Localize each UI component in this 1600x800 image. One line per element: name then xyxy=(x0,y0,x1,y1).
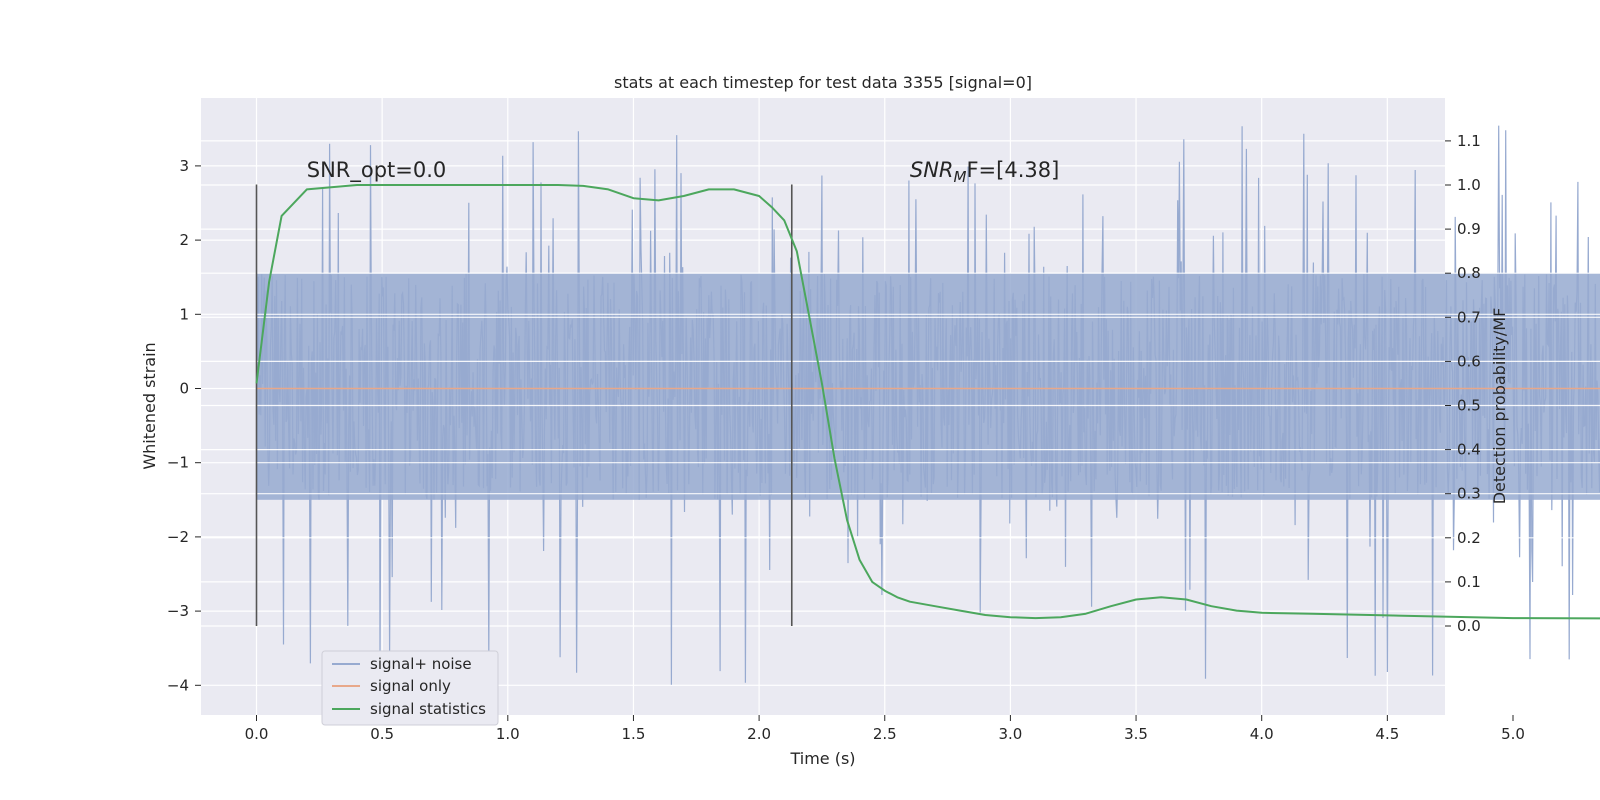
signal-noise-series xyxy=(255,125,1600,685)
y2-tick-label-2: 0.9 xyxy=(1457,220,1481,238)
legend: signal+ noise signal only signal statist… xyxy=(321,650,499,726)
y2-tick-label-5: 0.6 xyxy=(1457,352,1481,370)
x-tick-label-5: 2.5 xyxy=(873,725,897,743)
y2-tick-label-3: 0.8 xyxy=(1457,264,1481,282)
x-tick-label-0: 0.0 xyxy=(245,725,269,743)
y2-tick-label-1: 1.0 xyxy=(1457,176,1481,194)
signal-statistics-series xyxy=(255,184,1600,620)
chart-title: stats at each timestep for test data 335… xyxy=(614,73,1032,92)
x-tick-label-10: 5.0 xyxy=(1501,725,1525,743)
x-tick-label-2: 1.0 xyxy=(496,725,520,743)
y2-tick-label-0: 1.1 xyxy=(1457,132,1481,150)
y-tick-label-6: −3 xyxy=(167,602,189,620)
y2-tick-label-11: 0.0 xyxy=(1457,617,1481,635)
legend-label-signal-only: signal only xyxy=(370,677,451,695)
annotation-snr-mf-sub: M xyxy=(954,168,967,186)
x-tick-label-8: 4.0 xyxy=(1250,725,1274,743)
y2-tick-label-6: 0.5 xyxy=(1457,397,1481,415)
x-axis-ticks: 0.00.51.01.52.02.53.03.54.04.55.05.56.06… xyxy=(245,715,1525,743)
y-tick-label-4: −1 xyxy=(167,454,189,472)
x-tick-label-1: 0.5 xyxy=(370,725,394,743)
legend-label-signal-statistics: signal statistics xyxy=(370,700,486,718)
annotation-snr-mf: SNRMF=[4.38] xyxy=(910,158,1059,186)
signal-only-series xyxy=(256,272,1600,539)
legend-label-signal-noise: signal+ noise xyxy=(370,655,472,673)
annotation-snr-mf-base: SNR xyxy=(910,158,954,182)
y2-tick-label-7: 0.4 xyxy=(1457,441,1481,459)
annotation-snr-opt: SNR_opt=0.0 xyxy=(307,158,447,183)
legend-box xyxy=(321,650,499,726)
x-tick-label-4: 2.0 xyxy=(747,725,771,743)
y-tick-label-1: 2 xyxy=(179,231,189,249)
y-tick-label-2: 1 xyxy=(179,305,189,323)
y-tick-label-0: 3 xyxy=(179,157,189,175)
x-axis-label: Time (s) xyxy=(789,749,855,768)
vertical-markers xyxy=(255,184,793,626)
y-tick-label-5: −2 xyxy=(167,528,189,546)
x-tick-label-9: 4.5 xyxy=(1375,725,1399,743)
y-axis-label: Whitened strain xyxy=(140,342,159,469)
y-tick-label-7: −4 xyxy=(167,676,189,694)
annotation-snr-mf-tail: F=[4.38] xyxy=(966,158,1059,182)
signal-noise-line xyxy=(255,125,1600,685)
y-axis-ticks: 3 2 1 0 −1 −2 −3 −4 xyxy=(167,157,201,694)
y2-tick-label-9: 0.2 xyxy=(1457,529,1481,547)
y2-tick-label-4: 0.7 xyxy=(1457,308,1481,326)
y2-tick-label-10: 0.1 xyxy=(1457,573,1481,591)
y-tick-label-3: 0 xyxy=(179,380,189,398)
y2-axis-ticks: 1.1 1.0 0.9 0.8 0.7 0.6 0.5 0.4 0.3 0.2 0.1 0.0 xyxy=(1445,132,1481,635)
x-tick-label-6: 3.0 xyxy=(998,725,1022,743)
y2-tick-label-8: 0.3 xyxy=(1457,485,1481,503)
signal-statistics-line xyxy=(255,184,1600,620)
x-tick-label-3: 1.5 xyxy=(622,725,646,743)
x-tick-label-7: 3.5 xyxy=(1124,725,1148,743)
y2-axis-label: Detection probability/MF xyxy=(1490,308,1509,505)
